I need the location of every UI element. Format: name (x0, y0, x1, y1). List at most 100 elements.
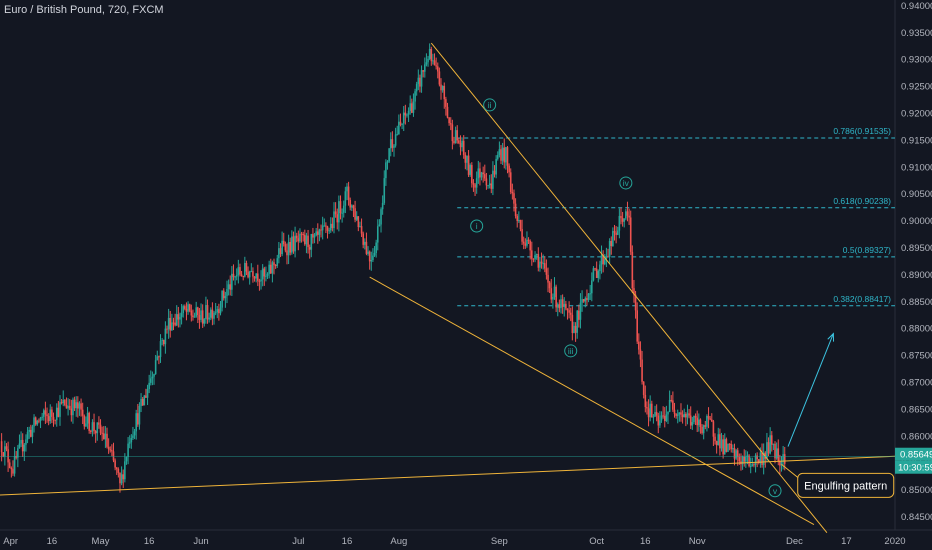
candle-body (2, 452, 5, 457)
candle-body (780, 461, 783, 466)
fib-level-label: 0.5(0.89327) (843, 245, 891, 255)
candle-body (325, 225, 327, 227)
candle-body (641, 359, 643, 382)
candle-body (342, 205, 345, 213)
candle-body (75, 402, 78, 409)
price-tick-label: 0.89500 (901, 243, 932, 254)
candle-body (213, 312, 215, 319)
candle-body (709, 418, 711, 420)
candle-body (509, 172, 512, 192)
candle-body (149, 378, 152, 383)
candle-body (206, 305, 209, 320)
candle-body (33, 417, 35, 427)
candle-body (722, 439, 724, 455)
candle-body (190, 310, 193, 316)
candle-body (699, 419, 702, 427)
candle-body (715, 441, 718, 446)
candle-body (295, 235, 298, 239)
candle-body (231, 273, 233, 290)
candle-body (782, 454, 784, 462)
candle-body (555, 286, 557, 308)
candle-body (425, 62, 428, 65)
candle-body (736, 450, 739, 457)
candle-body (341, 212, 343, 214)
candle-body (676, 414, 679, 416)
candle-body (26, 431, 29, 440)
candle-body (406, 114, 408, 116)
candle-body (209, 309, 212, 318)
candle-body (766, 442, 768, 459)
candle-body (34, 417, 37, 425)
candle-body (287, 242, 290, 256)
candle-body (304, 234, 306, 245)
time-tick-label: 16 (47, 536, 58, 547)
candle-body (535, 254, 538, 256)
candle-body (479, 168, 481, 178)
candle-body (706, 415, 708, 427)
price-tick-label: 0.94000 (901, 1, 932, 12)
candle-body (70, 408, 73, 416)
candle-body (701, 426, 703, 434)
candle-body (99, 424, 102, 433)
candle-body (177, 314, 180, 320)
candle-body (83, 415, 86, 427)
candle-body (513, 193, 515, 204)
candle-body (537, 254, 540, 268)
candle-body (91, 422, 94, 432)
candle-body (57, 407, 60, 417)
candle-body (524, 243, 527, 246)
candle-body (689, 415, 692, 426)
candle-body (98, 422, 100, 425)
symbol-title[interactable]: Euro / British Pound, 720, FXCM (4, 4, 164, 16)
candle-body (357, 216, 360, 228)
fib-retracement[interactable]: 0.786(0.91535) 0.618(0.90238) 0.5(0.89327)… (457, 126, 895, 307)
time-tick-label: 16 (640, 536, 651, 547)
trendlines[interactable] (0, 42, 896, 534)
candle-body (629, 217, 632, 252)
candle-body (17, 448, 19, 458)
candle-body (328, 230, 330, 232)
candle-body (553, 286, 556, 298)
candle-body (93, 422, 95, 431)
candle-body (762, 452, 765, 465)
candle-body (4, 446, 6, 457)
candle-body (399, 121, 402, 125)
candle-body (501, 147, 504, 161)
time-tick-label: Sep (491, 536, 508, 547)
candle-body (394, 134, 397, 146)
candle-body (292, 236, 295, 252)
candle-body (312, 234, 314, 238)
candle-body (693, 415, 695, 423)
wave-label: ii (488, 100, 492, 110)
candle-body (307, 235, 309, 248)
candle-body (162, 340, 165, 345)
candle-body (294, 235, 296, 252)
candle-body (438, 71, 441, 85)
candle-body (454, 130, 457, 144)
candle-body (565, 303, 567, 309)
candle-body (642, 381, 645, 395)
candle-body (78, 403, 81, 409)
time-axis[interactable]: Apr 16 May 16 Jun Jul 16 Aug Sep Oct 16 Nov Dec 17 202… (0, 529, 932, 547)
candle-body (195, 307, 197, 317)
candle-body (30, 429, 32, 437)
candle-body (172, 322, 175, 324)
candle-body (120, 474, 123, 484)
wave-label-circle (483, 98, 497, 112)
candle-body (644, 394, 647, 408)
candle-body (503, 147, 506, 163)
candle-body (414, 91, 416, 102)
candle-body (594, 268, 596, 270)
candle-body (354, 208, 356, 220)
candle-body (618, 215, 621, 231)
candle-body (329, 223, 332, 231)
candle-body (72, 399, 74, 416)
candle-body (240, 274, 243, 277)
candle-body (96, 422, 99, 434)
candle-body (483, 174, 486, 179)
candle-body (315, 231, 317, 236)
time-tick-label: Dec (786, 536, 803, 547)
candle-body (772, 443, 775, 445)
candle-body (89, 430, 92, 432)
